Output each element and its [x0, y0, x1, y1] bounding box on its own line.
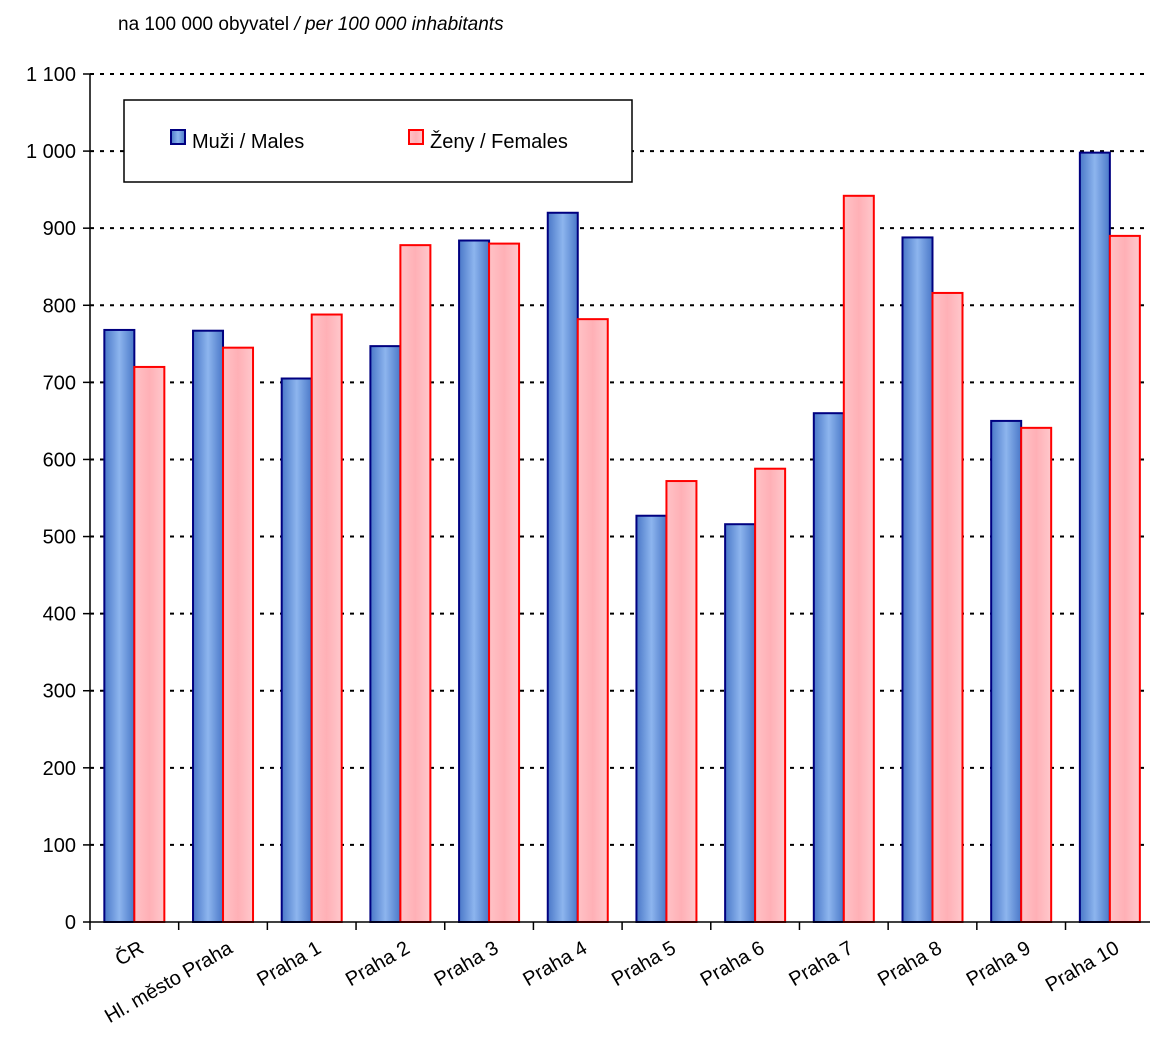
bar-males: [1078, 151, 1111, 923]
bar-males: [901, 236, 934, 923]
legend-label-males: Muži / Males: [192, 131, 304, 153]
bar-males: [635, 514, 668, 923]
y-tick-label: 500: [43, 527, 76, 549]
x-tick-label: Praha 1: [253, 937, 325, 991]
y-tick-label: 300: [43, 681, 76, 703]
x-tick-label: Praha 3: [431, 937, 503, 991]
bar-females: [931, 291, 964, 923]
bar-females: [133, 365, 166, 924]
bar-males: [812, 412, 845, 923]
unit-label-cz: na 100 000 obyvatel: [118, 14, 290, 35]
bar-males: [192, 329, 225, 924]
bar-females: [665, 480, 698, 923]
y-tick-label: 1 100: [26, 64, 76, 86]
bar-females: [488, 242, 521, 924]
bar-females: [576, 318, 609, 923]
bar-females: [399, 244, 432, 923]
bar-females: [754, 467, 787, 923]
y-tick-label: 100: [43, 835, 76, 857]
y-tick-label: 900: [43, 218, 76, 240]
legend-swatch-males: [170, 129, 186, 145]
bar-males: [724, 523, 757, 924]
bar-males: [546, 211, 579, 924]
x-tick-label: Praha 8: [874, 937, 946, 991]
x-tick-label: Praha 9: [963, 937, 1035, 991]
bar-males: [280, 377, 313, 923]
y-tick-label: 400: [43, 604, 76, 626]
x-tick-label: Praha 6: [697, 937, 769, 991]
y-tick-label: 600: [43, 449, 76, 471]
legend: Muži / Males Ženy / Females: [123, 99, 633, 183]
bar-females: [1020, 426, 1053, 923]
bar-females: [222, 346, 255, 923]
bar-males: [990, 419, 1023, 923]
gridlines: [90, 73, 1150, 846]
bars: [103, 151, 1141, 924]
legend-box: [123, 99, 633, 183]
unit-label: na 100 000 obyvatel / per 100 000 inhabi…: [118, 14, 504, 36]
y-tick-label: 700: [43, 372, 76, 394]
bar-males: [458, 239, 491, 923]
y-tick-label: 0: [65, 912, 76, 934]
bar-males: [369, 345, 402, 923]
x-tick-label: Praha 4: [519, 937, 591, 991]
x-tick-label: Praha 2: [342, 937, 414, 991]
bar-females: [310, 313, 343, 924]
y-tick-label: 1 000: [26, 141, 76, 163]
x-tick-label: ČR: [111, 936, 148, 970]
unit-label-en: / per 100 000 inhabitants: [289, 14, 504, 35]
x-tick-label: Praha 5: [608, 937, 680, 991]
x-tick-label: Praha 10: [1042, 937, 1123, 997]
y-tick-label: 200: [43, 758, 76, 780]
bar-females: [1108, 234, 1141, 923]
y-tick-label: 800: [43, 295, 76, 317]
legend-label-females: Ženy / Females: [430, 130, 568, 153]
legend-swatch-females: [408, 129, 424, 145]
bar-males: [103, 328, 136, 923]
x-tick-label: Praha 7: [785, 937, 857, 991]
bar-females: [842, 194, 875, 923]
